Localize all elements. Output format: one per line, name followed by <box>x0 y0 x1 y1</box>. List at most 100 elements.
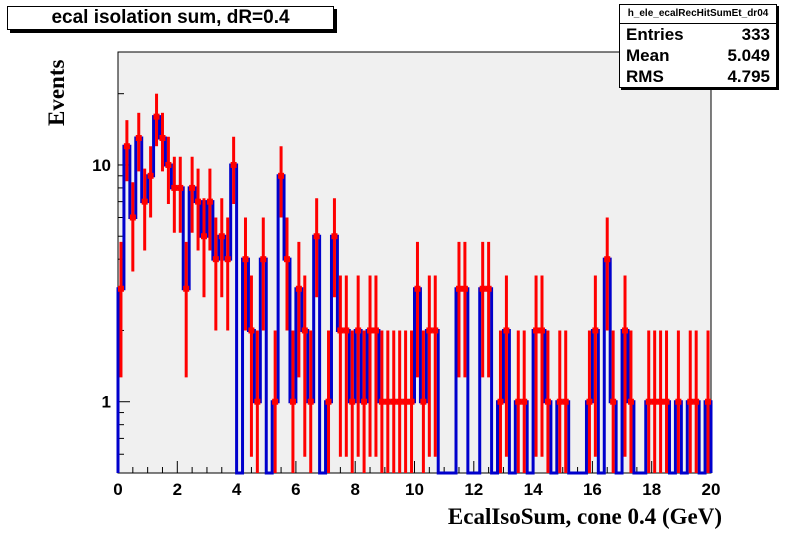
x-tick-label: 4 <box>232 480 242 499</box>
data-point <box>153 113 160 120</box>
data-point <box>129 214 136 221</box>
x-tick-label: 6 <box>291 480 300 499</box>
data-point <box>651 398 658 405</box>
data-point <box>171 184 178 191</box>
data-point <box>331 233 338 240</box>
data-point <box>260 256 267 263</box>
stats-value: 333 <box>741 25 770 44</box>
data-point <box>361 398 368 405</box>
data-point <box>135 134 142 141</box>
data-point <box>372 327 379 334</box>
data-point <box>295 285 302 292</box>
data-point <box>497 398 504 405</box>
data-point <box>378 398 385 405</box>
data-point <box>622 327 629 334</box>
data-point <box>538 327 545 334</box>
data-point <box>141 198 148 205</box>
data-point <box>414 285 421 292</box>
data-point <box>485 285 492 292</box>
stats-histogram-name: h_ele_ecalRecHitSumEt_dr04 <box>620 5 776 24</box>
stats-row-rms: RMS 4.795 <box>620 66 776 87</box>
data-point <box>165 161 172 168</box>
data-point <box>147 172 154 179</box>
stats-value: 5.049 <box>727 46 770 65</box>
x-tick-label: 16 <box>583 480 602 499</box>
data-point <box>384 398 391 405</box>
y-tick-label: 1 <box>102 393 111 412</box>
data-point <box>254 398 261 405</box>
data-point <box>586 398 593 405</box>
data-point <box>284 256 291 263</box>
data-point <box>183 285 190 292</box>
stats-row-entries: Entries 333 <box>620 24 776 45</box>
data-point <box>224 256 231 263</box>
data-point <box>289 398 296 405</box>
y-tick-label: 10 <box>92 156 111 175</box>
stats-label: Entries <box>626 25 684 44</box>
data-point <box>426 327 433 334</box>
data-point <box>313 233 320 240</box>
data-point <box>533 327 540 334</box>
error-bars <box>117 93 712 473</box>
y-axis-label: Events <box>44 60 69 127</box>
data-point <box>123 143 130 150</box>
data-point <box>337 327 344 334</box>
data-point <box>367 327 374 334</box>
data-point <box>455 285 462 292</box>
data-point <box>325 398 332 405</box>
data-point <box>355 327 362 334</box>
data-point <box>693 398 700 405</box>
x-axis-label: EcalIsoSum, cone 0.4 (GeV) <box>448 504 722 529</box>
data-point <box>657 398 664 405</box>
data-point <box>420 398 427 405</box>
data-point <box>515 398 522 405</box>
x-tick-label: 8 <box>350 480 359 499</box>
data-point <box>195 198 202 205</box>
tick-labels: 0 2 4 6 8 10 12 14 16 18 20 1 10 <box>92 156 720 499</box>
data-point <box>390 398 397 405</box>
data-point <box>408 398 415 405</box>
stats-label: Mean <box>626 46 670 65</box>
data-point <box>200 233 207 240</box>
data-point <box>562 398 569 405</box>
stats-value: 4.795 <box>727 67 770 86</box>
x-tick-label: 14 <box>524 480 543 499</box>
data-point <box>521 398 528 405</box>
data-point <box>503 327 510 334</box>
x-tick-label: 2 <box>173 480 182 499</box>
data-point <box>242 256 249 263</box>
x-tick-label: 10 <box>405 480 424 499</box>
chart-title: ecal isolation sum, dR=0.4 <box>7 6 334 30</box>
x-tick-label: 12 <box>464 480 483 499</box>
data-point <box>206 198 213 205</box>
data-point <box>159 134 166 141</box>
x-tick-label: 0 <box>113 480 122 499</box>
data-point <box>610 398 617 405</box>
data-point <box>307 398 314 405</box>
data-point <box>343 327 350 334</box>
data-point <box>278 172 285 179</box>
data-point <box>604 256 611 263</box>
data-point <box>627 398 634 405</box>
data-point <box>592 327 599 334</box>
stats-box: h_ele_ecalRecHitSumEt_dr04 Entries 333 M… <box>619 4 777 88</box>
stats-label: RMS <box>626 67 664 86</box>
data-point <box>479 285 486 292</box>
data-point <box>272 398 279 405</box>
data-point <box>675 398 682 405</box>
data-point <box>396 398 403 405</box>
data-point <box>461 285 468 292</box>
data-point <box>248 327 255 334</box>
data-point <box>212 256 219 263</box>
data-point <box>556 398 563 405</box>
x-tick-label: 18 <box>642 480 661 499</box>
data-point <box>301 327 308 334</box>
data-point <box>432 327 439 334</box>
data-point <box>349 398 356 405</box>
stats-row-mean: Mean 5.049 <box>620 45 776 66</box>
data-point <box>402 398 409 405</box>
data-point <box>663 398 670 405</box>
data-point <box>218 233 225 240</box>
data-point <box>189 184 196 191</box>
